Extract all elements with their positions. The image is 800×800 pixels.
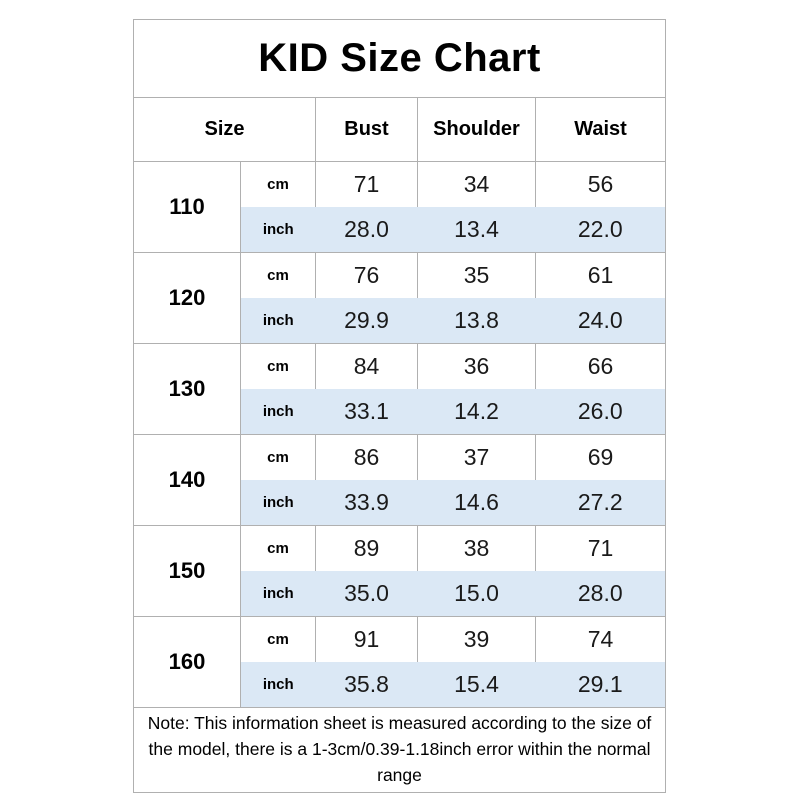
value-cm-waist: 66 [534, 343, 666, 389]
size-row-inch: inch 35.0 15.0 28.0 [134, 571, 666, 617]
value-inch-bust: 28.0 [315, 207, 418, 253]
unit-label-inch: inch [240, 480, 316, 526]
unit-label-cm: cm [267, 358, 289, 375]
size-row-cm: 130 cm 84 36 66 [133, 343, 666, 435]
value-cm-waist: 74 [534, 616, 666, 662]
size-row-cm: 150 cm 89 38 71 [133, 525, 666, 617]
value-cm-bust: 71 [315, 161, 418, 207]
size-row-cm: 120 cm 76 35 61 [133, 252, 666, 344]
value-cm-shoulder: 38 [417, 525, 536, 571]
unit-label-cm: cm [267, 449, 289, 466]
value-cm-bust: 91 [315, 616, 418, 662]
value-cm-shoulder: 39 [417, 616, 536, 662]
value-inch-bust: 35.8 [315, 662, 418, 708]
value-cm-bust: 76 [315, 252, 418, 298]
value-inch-waist: 27.2 [535, 480, 666, 526]
value-cm-waist: 61 [534, 252, 666, 298]
value-inch-shoulder: 13.8 [417, 298, 536, 344]
value-inch-shoulder: 14.2 [417, 389, 536, 435]
size-row-cm: 160 cm 91 39 74 [133, 616, 666, 708]
unit-label-inch: inch [240, 662, 316, 708]
size-chart-table: KID Size Chart Size Bust Shoulder Waist … [133, 19, 667, 793]
unit-label-inch: inch [240, 298, 316, 344]
value-inch-bust: 29.9 [315, 298, 418, 344]
value-inch-shoulder: 15.4 [417, 662, 536, 708]
value-cm-bust: 89 [315, 525, 418, 571]
column-header-row: Size Bust Shoulder Waist [133, 97, 666, 162]
value-cm-shoulder: 37 [417, 434, 536, 480]
size-label: 140 [133, 434, 241, 526]
value-cm-shoulder: 36 [417, 343, 536, 389]
value-cm-bust: 86 [315, 434, 418, 480]
value-inch-shoulder: 14.6 [417, 480, 536, 526]
value-inch-bust: 35.0 [315, 571, 418, 617]
size-label: 120 [133, 252, 241, 344]
value-cm-bust: 84 [315, 343, 418, 389]
column-header-size: Size [133, 97, 316, 162]
note-text: Note: This information sheet is measured… [147, 713, 652, 785]
page-title: KID Size Chart [133, 19, 666, 98]
size-label: 150 [133, 525, 241, 617]
value-inch-waist: 26.0 [535, 389, 666, 435]
column-header-bust: Bust [315, 97, 418, 162]
size-chart-sheet: KID Size Chart Size Bust Shoulder Waist … [133, 19, 667, 793]
unit-label-cm: cm [267, 267, 289, 284]
value-cm-shoulder: 35 [417, 252, 536, 298]
unit-label-inch: inch [240, 571, 316, 617]
column-header-shoulder: Shoulder [417, 97, 536, 162]
value-inch-waist: 28.0 [535, 571, 666, 617]
value-cm-waist: 71 [534, 525, 666, 571]
size-label: 130 [133, 343, 241, 435]
size-label: 160 [133, 616, 241, 708]
unit-label-cm: cm [267, 631, 289, 648]
unit-label-inch: inch [240, 207, 316, 253]
value-cm-waist: 56 [534, 161, 666, 207]
note-row: Note: This information sheet is measured… [134, 708, 666, 793]
value-cm-shoulder: 34 [417, 161, 536, 207]
unit-label-cm: cm [267, 540, 289, 557]
size-row-inch: inch 28.0 13.4 22.0 [134, 207, 666, 253]
size-row-inch: inch 29.9 13.8 24.0 [134, 298, 666, 344]
size-row-cm: 140 cm 86 37 69 [133, 434, 666, 526]
unit-label-cm: cm [267, 176, 289, 193]
value-inch-shoulder: 13.4 [417, 207, 536, 253]
column-header-waist: Waist [534, 97, 666, 162]
value-inch-bust: 33.9 [315, 480, 418, 526]
size-row-inch: inch 35.8 15.4 29.1 [134, 662, 666, 708]
value-inch-bust: 33.1 [315, 389, 418, 435]
value-inch-waist: 22.0 [535, 207, 666, 253]
value-cm-waist: 69 [534, 434, 666, 480]
value-inch-waist: 24.0 [535, 298, 666, 344]
title-row: KID Size Chart [133, 19, 666, 98]
value-inch-waist: 29.1 [535, 662, 666, 708]
size-row-inch: inch 33.1 14.2 26.0 [134, 389, 666, 435]
size-row-cm: 110 cm 71 34 56 [133, 161, 666, 253]
size-row-inch: inch 33.9 14.6 27.2 [134, 480, 666, 526]
size-label: 110 [133, 161, 241, 253]
value-inch-shoulder: 15.0 [417, 571, 536, 617]
unit-label-inch: inch [240, 389, 316, 435]
